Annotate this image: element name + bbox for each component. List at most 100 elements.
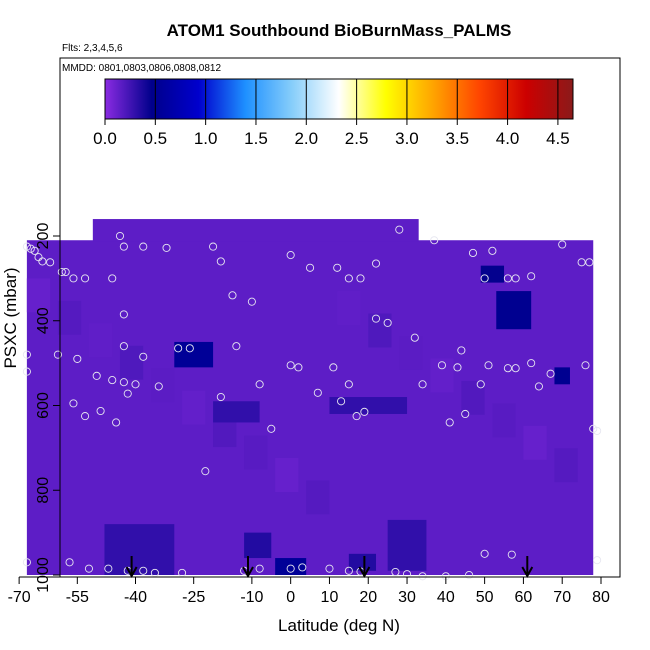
y-tick-label: 600 (35, 392, 52, 419)
colorbar-tick-label: 2.5 (345, 129, 369, 148)
observation-point (131, 380, 140, 389)
observation-point (437, 361, 447, 370)
dates-note: MMDD: 0801,0803,0806,0808,0812 (62, 63, 221, 74)
colorbar: 0.0 0.5 1.0 1.5 2.0 2.5 3.0 3.5 4.0 4.5 (93, 78, 574, 148)
colorbar-tick-label: 2.0 (294, 129, 318, 148)
observation-point (298, 563, 307, 572)
x-tick-label: 20 (359, 589, 377, 606)
observation-point (468, 248, 478, 257)
observation-point (360, 407, 369, 416)
heatmap-cell (348, 553, 377, 571)
observation-point (534, 382, 543, 391)
colorbar-tick-label: 3.0 (395, 129, 419, 148)
observation-point (344, 380, 353, 389)
observation-point (371, 314, 381, 323)
heatmap-cell (182, 390, 206, 425)
observation-point (329, 363, 338, 372)
observation-point (391, 567, 400, 577)
observation-point (201, 467, 210, 476)
colorbar-ticks: 0.0 0.5 1.0 1.5 2.0 2.5 3.0 3.5 4.0 4.5 (93, 79, 570, 148)
observation-point (418, 572, 427, 581)
observation-point (589, 424, 598, 433)
colorbar-tick-label: 3.5 (445, 129, 469, 148)
x-tick-label: 30 (398, 589, 416, 606)
x-tick-label: -10 (240, 589, 263, 606)
observation-point (247, 297, 256, 306)
heatmap-cell (430, 358, 454, 393)
observation-point (119, 310, 128, 319)
heatmap-cell (244, 435, 268, 470)
observation-point (57, 267, 66, 277)
x-tick-label: -70 (8, 589, 31, 606)
observation-point (430, 236, 439, 245)
observation-point (81, 274, 90, 283)
colorbar-tick-label: 0.5 (144, 129, 168, 148)
observation-point (410, 333, 419, 342)
observation-point (123, 389, 132, 398)
observation-point (104, 564, 113, 573)
observation-point (507, 550, 516, 559)
heatmap-cell (523, 425, 547, 460)
heatmap-cell (244, 532, 272, 559)
observation-points (22, 225, 602, 581)
heatmap-cell (496, 291, 532, 330)
down-arrow-icon (358, 556, 371, 579)
observation-point (73, 354, 82, 363)
observation-point (480, 274, 489, 283)
x-tick-label: 0 (286, 589, 295, 606)
x-tick-label: -40 (124, 589, 147, 606)
observation-point (209, 242, 218, 251)
observation-point (457, 346, 466, 355)
heatmap-cell (26, 278, 51, 313)
observation-point (294, 363, 303, 372)
x-tick-label: -55 (66, 589, 89, 606)
heatmap-cell (151, 368, 175, 403)
observation-point (418, 380, 427, 389)
observation-point (503, 364, 512, 373)
observation-point (255, 564, 264, 573)
colorbar-tick-label: 4.0 (496, 129, 520, 148)
observation-point (139, 566, 148, 575)
observation-point (139, 242, 148, 251)
heatmap-cell (337, 291, 361, 325)
observation-point (558, 240, 567, 249)
heatmap-cell (399, 336, 423, 370)
observation-point (61, 267, 70, 277)
observation-point (115, 231, 125, 241)
heatmap-cell (480, 265, 505, 283)
observation-point (593, 426, 602, 435)
observation-point (53, 350, 62, 359)
heatmap-cell (461, 380, 485, 415)
y-axis: 200 400 600 800 1000 (35, 223, 60, 593)
observation-point (22, 350, 31, 359)
heatmap-cell (275, 458, 299, 492)
heatmap-cell (492, 403, 516, 438)
observation-point (22, 367, 31, 376)
heatmap-cell (88, 323, 113, 358)
flights-note: Flts: 2,3,4,5,6 (62, 43, 123, 54)
observation-point (228, 291, 237, 300)
observation-point (22, 558, 31, 567)
heatmap-cell (57, 300, 82, 335)
x-tick-label: 10 (321, 589, 339, 606)
y-axis-label: PSXC (mbar) (1, 267, 20, 368)
observation-point (585, 258, 594, 267)
observation-point (383, 318, 392, 327)
x-tick-label: 70 (553, 589, 571, 606)
heatmap-cell (275, 558, 307, 575)
heatmap-cell (329, 397, 408, 414)
observation-point (503, 274, 512, 283)
observation-point (26, 244, 35, 253)
down-arrow-icon (242, 556, 254, 579)
observation-point (313, 388, 322, 397)
heatmap-cell (104, 524, 175, 575)
observation-point (69, 399, 78, 408)
observation-point (112, 418, 121, 427)
observation-point (185, 344, 194, 353)
observation-point (92, 371, 101, 380)
x-tick-label: 40 (437, 589, 455, 606)
x-axis: -70 -55 -40 -25 -10 0 10 20 30 40 50 60 70 80 (8, 576, 610, 606)
observation-point (371, 259, 381, 268)
heatmap-cell (554, 367, 570, 385)
colorbar-tick-label: 4.5 (546, 129, 570, 148)
